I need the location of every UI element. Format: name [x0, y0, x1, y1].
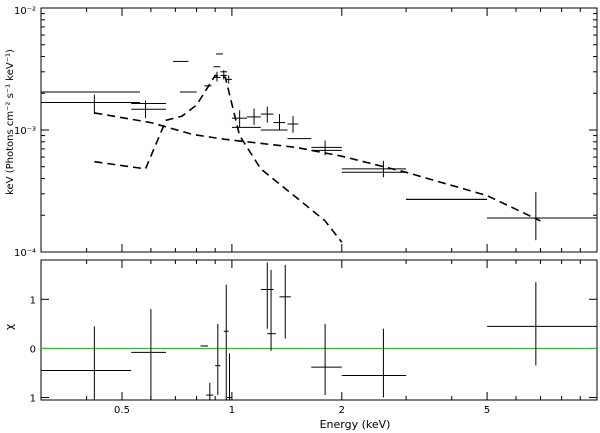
spectrum-panel: 10⁻⁴ 10⁻³ 10⁻²	[14, 6, 598, 259]
x-tick-label: 0.5	[114, 405, 130, 416]
y-tick-label: 0	[30, 344, 36, 355]
y-tick-label: 10⁻²	[14, 6, 36, 17]
spectrum-y-axis-label: keV (Photons cm⁻² s⁻¹ keV⁻¹)	[5, 49, 16, 195]
y-tick-label: 1	[30, 394, 36, 405]
model-component-line	[94, 74, 343, 243]
x-axis-label: Energy (keV)	[320, 418, 391, 431]
residual-y-axis-label: χ	[3, 323, 16, 330]
x-tick-label: 2	[339, 405, 345, 416]
y-tick-label: 10⁻⁴	[14, 248, 36, 259]
residual-panel: 0.5 1 2 5 1 0 1	[30, 259, 598, 416]
y-tick-label: 1	[30, 295, 36, 306]
model-component-line	[94, 112, 541, 222]
x-tick-label: 5	[484, 405, 490, 416]
y-tick-label: 10⁻³	[14, 126, 36, 137]
residual-frame	[40, 259, 598, 401]
x-tick-label: 1	[229, 405, 235, 416]
